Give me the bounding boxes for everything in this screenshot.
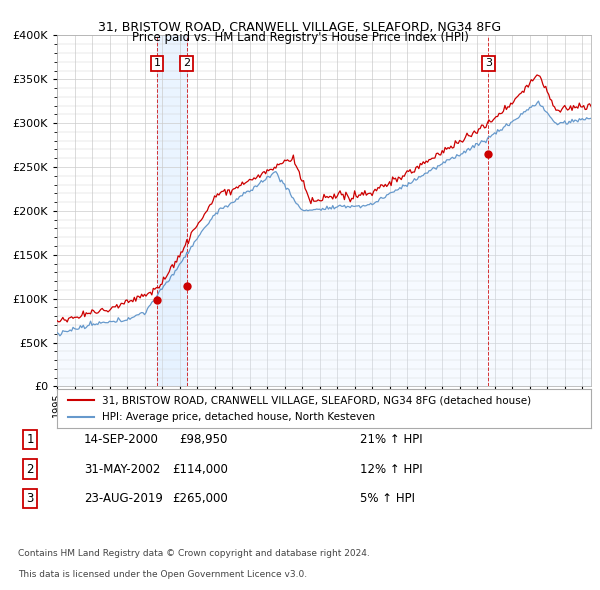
Text: 3: 3 [26,492,34,505]
Text: 1: 1 [26,433,34,446]
Bar [157,35,187,386]
Text: £265,000: £265,000 [172,492,228,505]
Text: 23-AUG-2019: 23-AUG-2019 [84,492,163,505]
Text: 5% ↑ HPI: 5% ↑ HPI [360,492,415,505]
Text: Contains HM Land Registry data © Crown copyright and database right 2024.: Contains HM Land Registry data © Crown c… [18,549,370,558]
Text: 2: 2 [183,58,190,68]
Text: HPI: Average price, detached house, North Kesteven: HPI: Average price, detached house, Nort… [103,412,376,422]
Text: This data is licensed under the Open Government Licence v3.0.: This data is licensed under the Open Gov… [18,571,307,579]
Text: Price paid vs. HM Land Registry's House Price Index (HPI): Price paid vs. HM Land Registry's House … [131,31,469,44]
Text: 31, BRISTOW ROAD, CRANWELL VILLAGE, SLEAFORD, NG34 8FG (detached house): 31, BRISTOW ROAD, CRANWELL VILLAGE, SLEA… [103,395,532,405]
Text: 2: 2 [26,463,34,476]
Text: 31-MAY-2002: 31-MAY-2002 [84,463,160,476]
Text: £98,950: £98,950 [179,433,228,446]
Text: 3: 3 [485,58,492,68]
Text: 21% ↑ HPI: 21% ↑ HPI [360,433,422,446]
Text: 31, BRISTOW ROAD, CRANWELL VILLAGE, SLEAFORD, NG34 8FG: 31, BRISTOW ROAD, CRANWELL VILLAGE, SLEA… [98,21,502,34]
Text: 1: 1 [154,58,160,68]
Text: £114,000: £114,000 [172,463,228,476]
Text: 14-SEP-2000: 14-SEP-2000 [84,433,159,446]
Text: 12% ↑ HPI: 12% ↑ HPI [360,463,422,476]
